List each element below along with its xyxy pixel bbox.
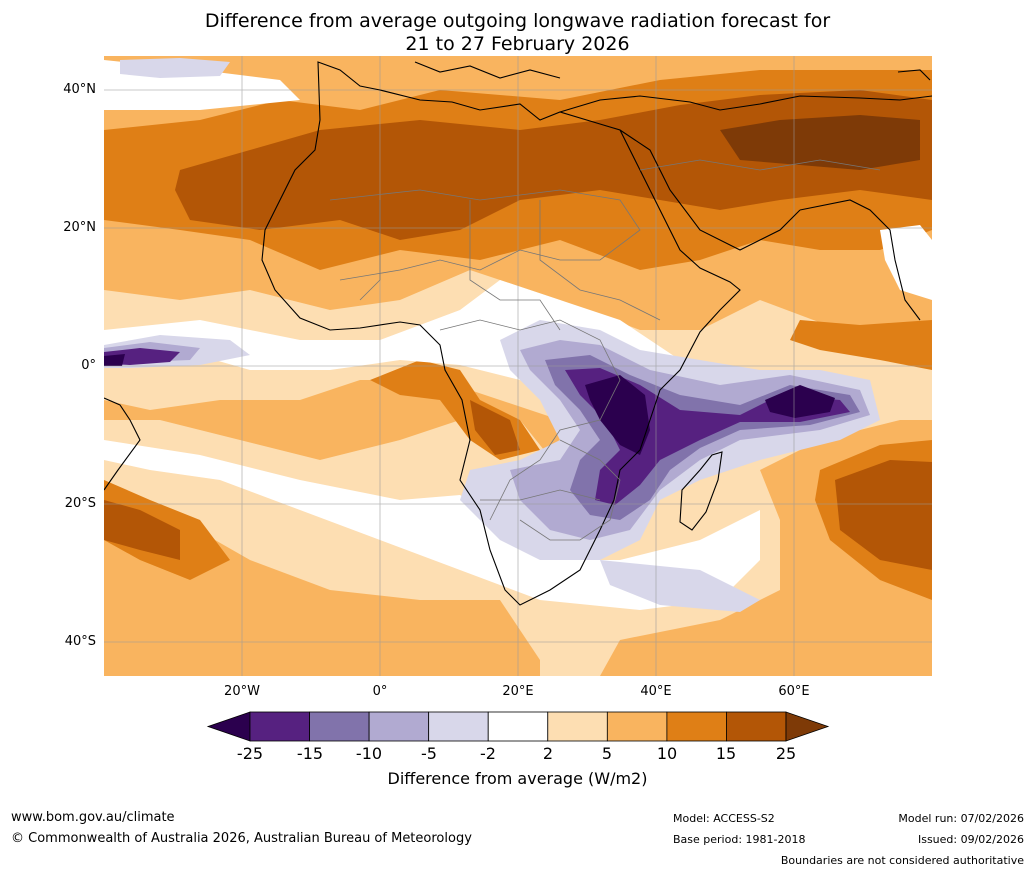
lon-label-20e: 20°E <box>502 684 534 699</box>
colorbar-tick-label: 5 <box>601 744 613 763</box>
country-borders <box>329 159 881 541</box>
lon-label-60e: 60°E <box>778 684 810 699</box>
anomaly-region-25 <box>104 500 180 560</box>
anomaly-region-minus-2 <box>120 58 230 78</box>
anomaly-region-neutral <box>880 225 932 300</box>
footer-model-run: Model run: 07/02/2026 <box>898 812 1024 825</box>
lon-label-40e: 40°E <box>640 684 672 699</box>
colorbar-tick-label: 25 <box>775 744 797 763</box>
caspian-coastline <box>897 69 931 81</box>
colorbar-tick-label: -5 <box>421 744 437 763</box>
africa-coastline <box>261 61 741 606</box>
anomaly-region-extreme-negative <box>765 385 835 418</box>
title-line-1: Difference from average outgoing longwav… <box>204 10 831 32</box>
footer-url: www.bom.gov.au/climate <box>11 810 175 825</box>
anomaly-region-15 <box>790 320 932 370</box>
lon-label-20w: 20°W <box>224 684 260 699</box>
mediterranean-eurasia-coastline <box>559 95 932 113</box>
red-sea-gulf-coastline <box>619 129 801 251</box>
colorbar-tick-label: -15 <box>296 744 324 763</box>
graticule <box>104 56 932 676</box>
colorbar-tick-label: -25 <box>236 744 264 763</box>
footer-disclaimer: Boundaries are not considered authoritat… <box>780 854 1024 867</box>
south-america-coastline <box>104 397 141 491</box>
anomaly-region-minus-2 <box>600 560 760 612</box>
footer-issued: Issued: 09/02/2026 <box>917 833 1024 846</box>
anomaly-region-extreme-negative <box>585 375 650 455</box>
lat-label-40n: 40°N <box>63 82 96 97</box>
colorbar-tick-label: 2 <box>542 744 554 763</box>
colorbar-tick-label: 10 <box>656 744 678 763</box>
india-coastline <box>799 199 921 321</box>
colorbar-tick-label: 15 <box>715 744 737 763</box>
madagascar-coastline <box>679 451 723 531</box>
footer-model: Model: ACCESS-S2 <box>673 812 775 825</box>
colorbar-title: Difference from average (W/m2) <box>387 769 648 788</box>
footer-base-period: Base period: 1981-2018 <box>673 833 806 846</box>
lat-label-40s: 40°S <box>64 634 96 649</box>
lat-label-0: 0° <box>81 358 96 373</box>
anomaly-region-extreme-negative <box>104 354 125 366</box>
colorbar-tick-label: -10 <box>355 744 383 763</box>
anomaly-region-25 <box>470 400 520 455</box>
anomaly-region-neutral <box>104 440 760 610</box>
coastlines <box>104 61 932 606</box>
lat-label-20n: 20°N <box>63 220 96 235</box>
anomaly-region-extreme-positive <box>720 115 920 170</box>
lon-label-0: 0° <box>372 684 388 699</box>
footer-copyright: © Commonwealth of Australia 2026, Austra… <box>11 831 472 846</box>
title-line-2: 21 to 27 February 2026 <box>405 33 630 55</box>
map-title: Difference from average outgoing longwav… <box>0 10 1035 56</box>
lat-label-20s: 20°S <box>64 496 96 511</box>
europe-coastline <box>414 61 561 79</box>
colorbar-tick-label: -2 <box>480 744 496 763</box>
anomaly-region-25 <box>835 460 932 570</box>
